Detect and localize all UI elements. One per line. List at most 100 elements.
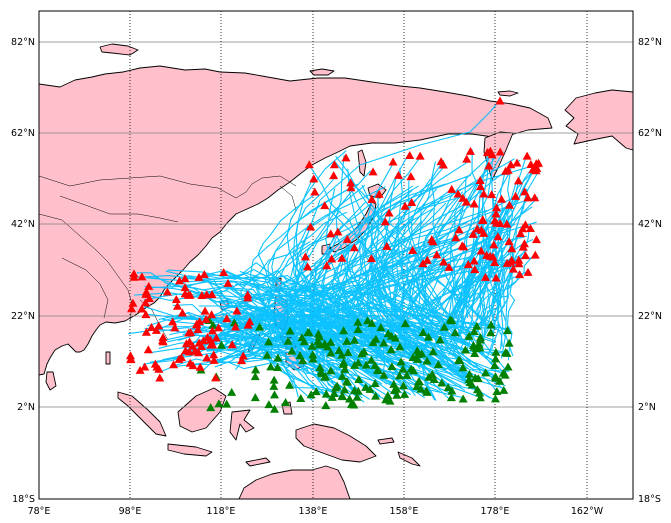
genesis-marker xyxy=(398,364,408,373)
genesis-marker xyxy=(504,338,514,347)
genesis-marker xyxy=(490,394,500,403)
end-marker xyxy=(329,171,339,180)
genesis-marker xyxy=(458,394,468,403)
end-marker xyxy=(384,208,394,217)
cyclone-track xyxy=(370,154,479,389)
end-marker xyxy=(482,250,492,259)
cyclone-track xyxy=(133,276,375,370)
end-marker xyxy=(140,362,150,371)
genesis-marker xyxy=(285,380,295,389)
genesis-marker xyxy=(353,325,363,334)
genesis-marker xyxy=(470,348,480,357)
genesis-marker xyxy=(503,362,513,371)
end-marker xyxy=(193,325,203,334)
end-marker xyxy=(388,157,398,166)
genesis-marker xyxy=(427,369,437,378)
cyclone-track xyxy=(240,241,329,331)
landmass-severnaya-zemlya xyxy=(99,43,139,56)
end-marker xyxy=(469,256,479,265)
end-marker xyxy=(461,197,471,206)
end-marker xyxy=(243,320,253,329)
end-markers xyxy=(125,96,544,382)
end-marker xyxy=(180,274,190,283)
end-marker xyxy=(531,159,541,168)
end-marker xyxy=(514,259,524,268)
genesis-marker xyxy=(474,339,484,348)
genesis-marker xyxy=(418,328,428,337)
genesis-marker xyxy=(287,346,297,355)
genesis-marker xyxy=(469,326,479,335)
end-marker xyxy=(219,268,229,277)
genesis-marker xyxy=(464,375,474,384)
lat-label: 2°N xyxy=(17,402,35,413)
genesis-marker xyxy=(460,345,470,354)
genesis-marker xyxy=(481,368,491,377)
end-marker xyxy=(367,194,377,203)
end-marker xyxy=(127,304,137,313)
genesis-marker xyxy=(379,370,389,379)
end-marker xyxy=(181,339,191,348)
end-marker xyxy=(495,218,505,227)
end-marker xyxy=(158,333,168,342)
lat-label: 62°N xyxy=(638,128,662,139)
end-marker xyxy=(137,272,147,281)
end-marker xyxy=(368,167,378,176)
genesis-marker xyxy=(396,357,406,366)
genesis-marker xyxy=(264,400,274,409)
genesis-marker xyxy=(428,347,438,356)
end-marker xyxy=(144,293,154,302)
genesis-marker xyxy=(402,370,412,379)
end-marker xyxy=(304,160,314,169)
genesis-marker xyxy=(326,366,336,375)
end-marker xyxy=(194,338,204,347)
end-marker xyxy=(202,353,212,362)
cyclone-track xyxy=(146,277,314,390)
end-marker xyxy=(475,175,485,184)
genesis-marker xyxy=(371,391,381,400)
genesis-marker xyxy=(413,377,423,386)
end-marker xyxy=(495,96,505,105)
genesis-marker xyxy=(320,372,330,381)
cyclone-track xyxy=(325,188,432,366)
end-marker xyxy=(144,281,154,290)
cyclone-track xyxy=(208,296,299,398)
genesis-marker xyxy=(321,401,331,410)
genesis-marker xyxy=(447,386,457,395)
genesis-marker xyxy=(400,389,410,398)
end-marker xyxy=(418,259,428,268)
cyclone-track xyxy=(482,197,519,339)
genesis-marker xyxy=(349,335,359,344)
genesis-marker xyxy=(458,363,468,372)
end-marker xyxy=(151,325,161,334)
genesis-marker xyxy=(390,333,400,342)
genesis-marker xyxy=(206,403,216,412)
genesis-marker xyxy=(337,391,347,400)
genesis-marker xyxy=(270,404,280,413)
genesis-marker xyxy=(315,362,325,371)
end-marker xyxy=(207,310,217,319)
end-marker xyxy=(502,258,512,267)
latitude-labels-right: 82°N 62°N 42°N 22°N 2°N 18°S xyxy=(638,37,662,505)
genesis-marker xyxy=(422,356,432,365)
genesis-marker xyxy=(464,331,474,340)
genesis-marker xyxy=(422,387,432,396)
genesis-marker xyxy=(501,348,511,357)
genesis-marker xyxy=(408,352,418,361)
end-marker xyxy=(237,356,247,365)
cyclone-track xyxy=(480,252,536,317)
end-marker xyxy=(497,194,507,203)
end-marker xyxy=(232,306,242,315)
genesis-marker xyxy=(222,399,232,408)
end-marker xyxy=(400,201,410,210)
landmass-java xyxy=(167,443,213,457)
end-marker xyxy=(322,261,332,270)
genesis-marker xyxy=(435,335,445,344)
genesis-marker xyxy=(492,386,502,395)
end-marker xyxy=(222,314,232,323)
end-marker xyxy=(326,229,336,238)
genesis-marker xyxy=(304,328,314,337)
genesis-marker xyxy=(281,398,291,407)
cyclone-track xyxy=(172,308,329,370)
landmass-new-britain xyxy=(377,437,395,445)
genesis-marker xyxy=(295,351,305,360)
